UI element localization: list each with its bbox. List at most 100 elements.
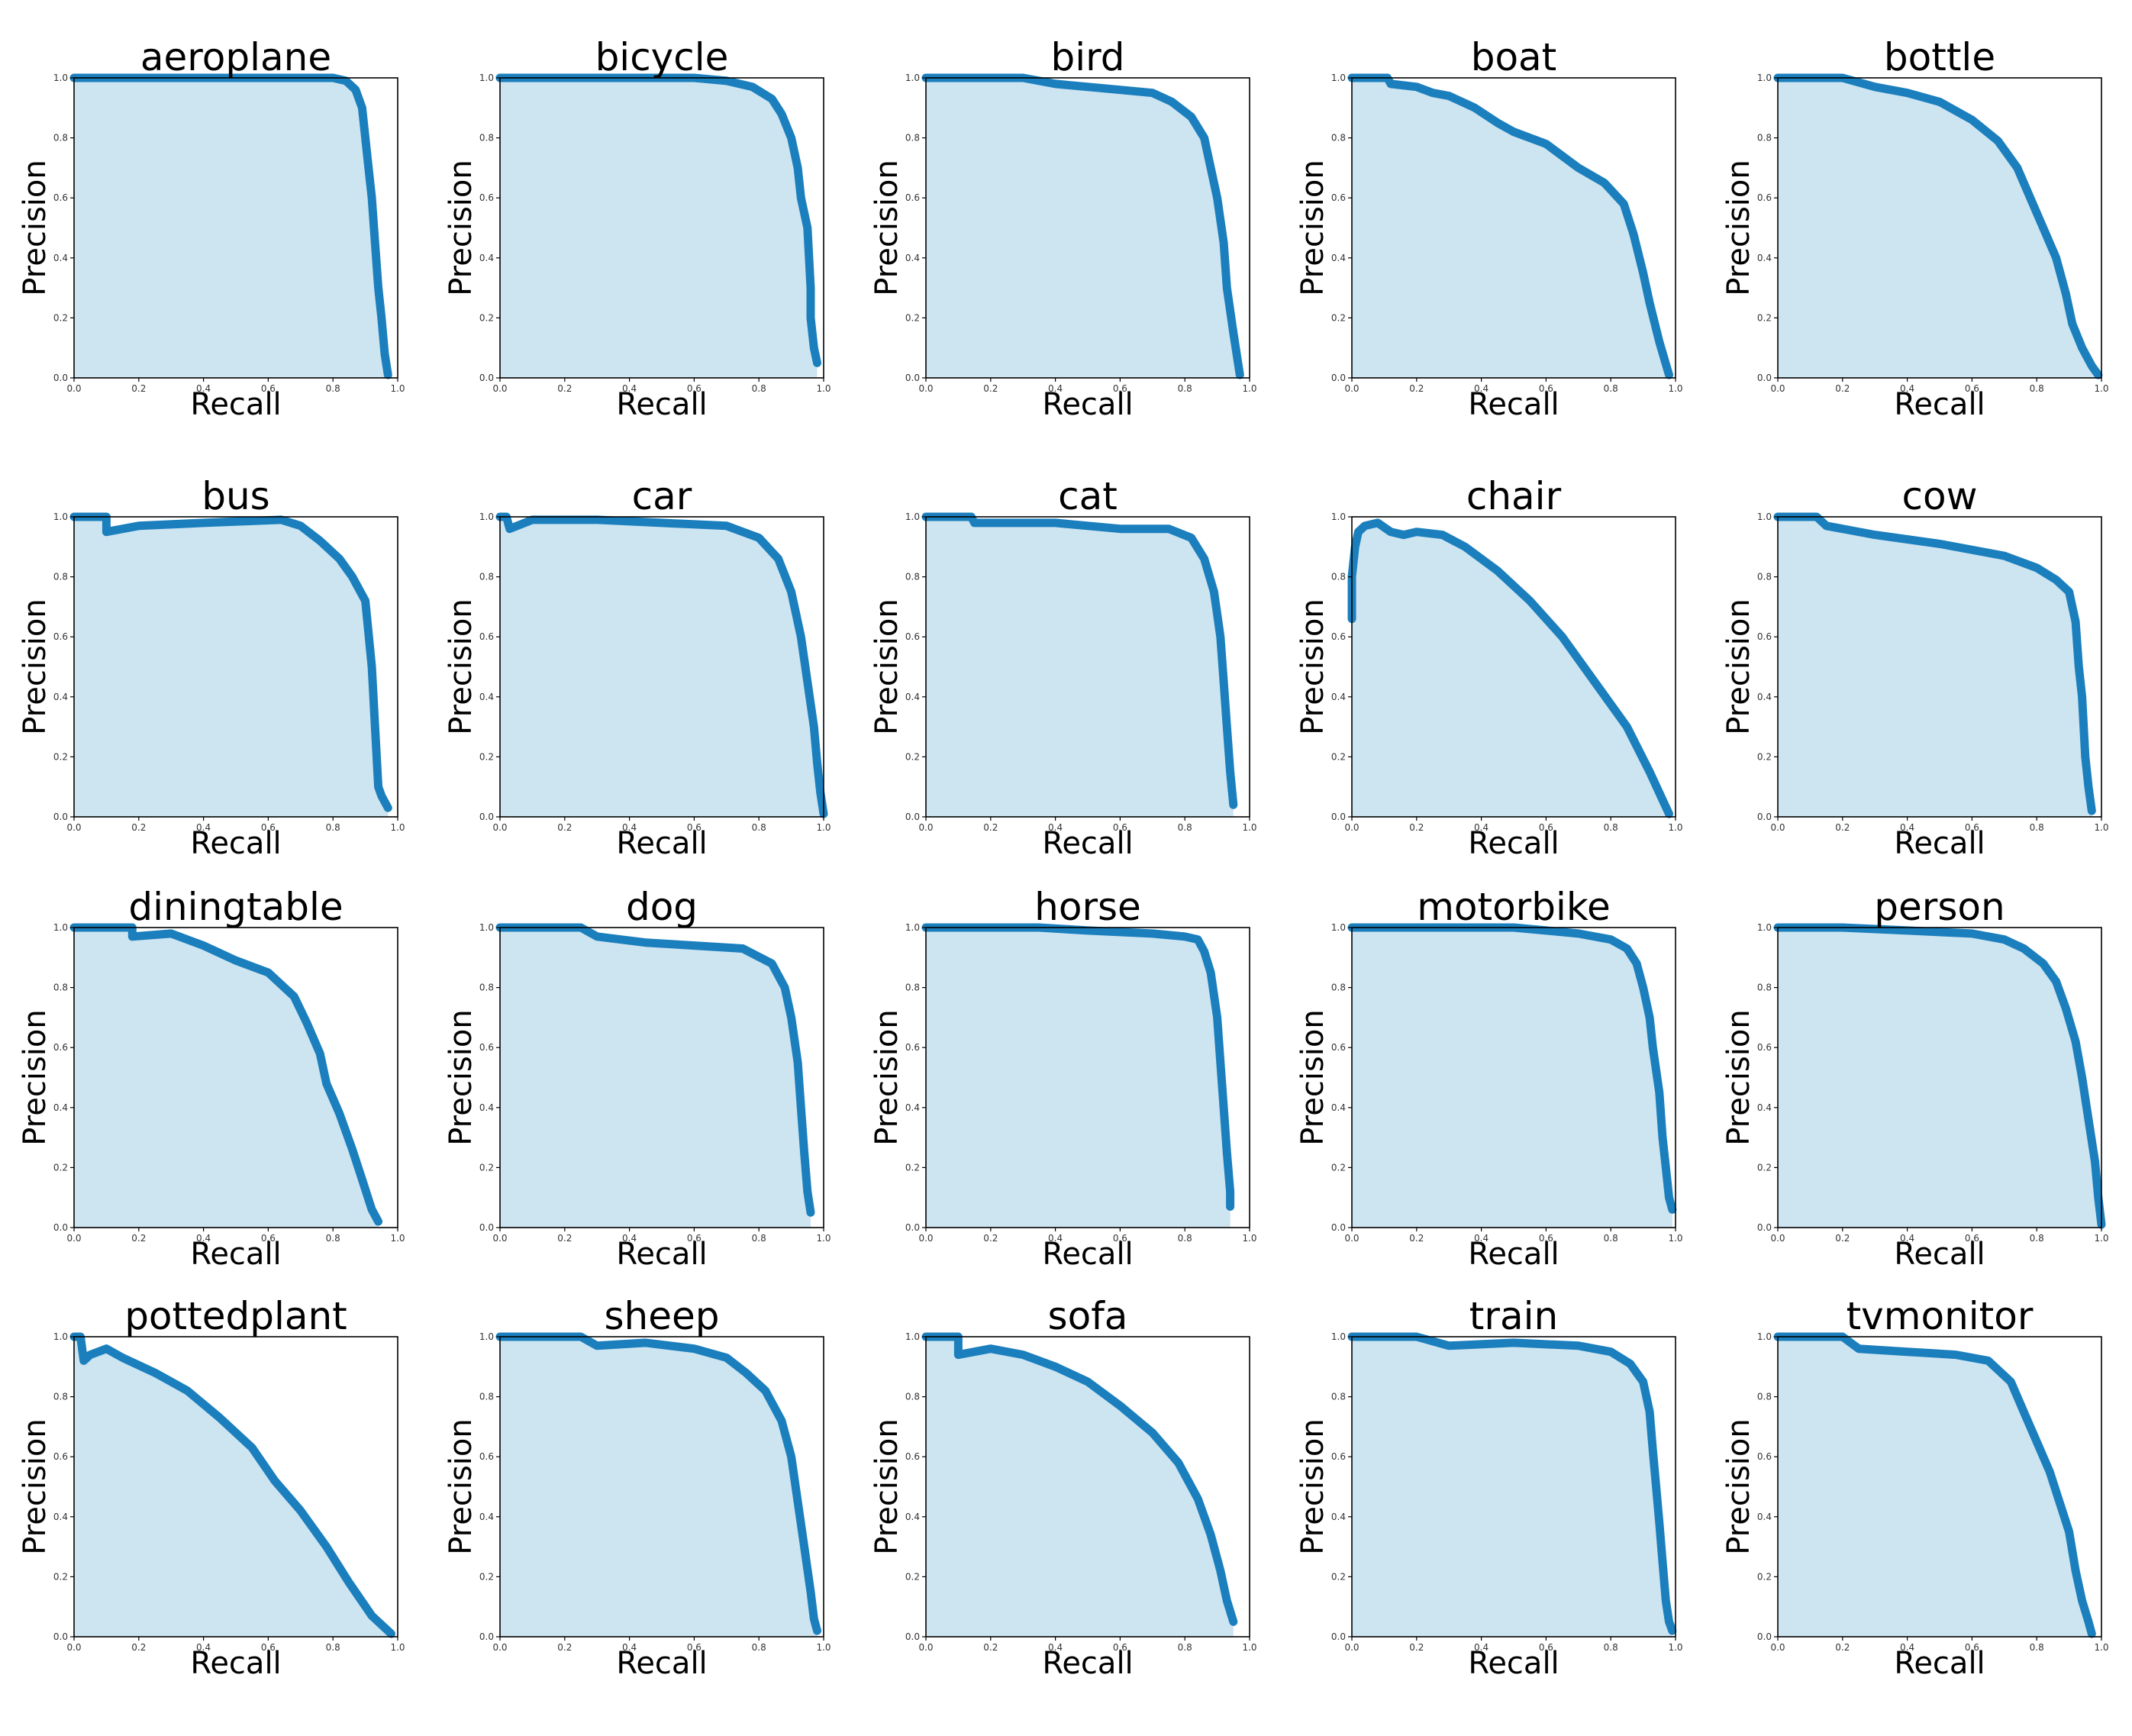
- x-axis-label: Recall: [1894, 826, 1985, 861]
- subplot-sofa: 0.0 0.2 0.4 0.6 0.8 1.0 0.0 0.2 0.4 0.6 0.8 1.0 sofa…: [869, 1294, 1257, 1681]
- y-axis-label: Precision: [443, 1009, 479, 1145]
- x-tick-label: 0.0: [1344, 1642, 1359, 1653]
- y-tick-label: 1.0: [1331, 511, 1346, 522]
- subplot-boat: 0.0 0.2 0.4 0.6 0.8 1.0 0.0 0.2 0.4 0.6 0.8 1.0 boat…: [1295, 35, 1683, 422]
- y-tick-label: 0.0: [479, 812, 494, 822]
- x-tick-label: 0.0: [1344, 822, 1359, 833]
- y-tick-label: 0.4: [479, 1512, 494, 1522]
- pr-area-bird: [926, 78, 1240, 378]
- y-axis-label: Precision: [1721, 160, 1756, 295]
- x-tick-label: 0.4: [622, 1233, 637, 1244]
- y-tick-label: 0.6: [53, 192, 68, 203]
- x-tick-label: 0.2: [1835, 1233, 1850, 1244]
- x-tick-label: 0.4: [1900, 822, 1914, 833]
- x-tick-label: 0.2: [1409, 1642, 1424, 1653]
- x-tick-label: 0.8: [1178, 1642, 1192, 1653]
- pr-area-sofa: [926, 1337, 1234, 1637]
- y-tick-label: 0.8: [479, 572, 494, 582]
- x-tick-label: 0.4: [1048, 822, 1063, 833]
- x-tick-label: 0.4: [1048, 1233, 1063, 1244]
- y-tick-label: 0.4: [1757, 692, 1772, 702]
- y-tick-label: 0.6: [1331, 1451, 1346, 1462]
- pr-area-aeroplane: [74, 78, 389, 378]
- pr-curve-sofa: [921, 1332, 1238, 1626]
- x-tick-label: 0.6: [687, 383, 702, 394]
- subplot-sheep: 0.0 0.2 0.4 0.6 0.8 1.0 0.0 0.2 0.4 0.6 0.8 1.0 shee…: [443, 1294, 831, 1681]
- x-tick-label: 0.4: [1474, 383, 1489, 394]
- axes-frame: [73, 77, 398, 379]
- x-axis-label: Recall: [616, 387, 707, 422]
- x-tick-label: 0.6: [1965, 822, 1979, 833]
- y-tick-label: 0.0: [479, 1222, 494, 1233]
- y-tick-label: 1.0: [53, 922, 68, 933]
- x-axis-label: Recall: [1894, 1646, 1985, 1681]
- axes-frame: [73, 1336, 398, 1638]
- pr-area-horse: [926, 928, 1230, 1228]
- pr-area-motorbike: [1352, 928, 1672, 1228]
- y-tick-label: 0.2: [1757, 751, 1772, 762]
- chart-title: diningtable: [128, 885, 343, 929]
- x-tick-label: 0.4: [1048, 383, 1063, 394]
- y-tick-label: 0.8: [479, 1392, 494, 1402]
- y-tick-label: 0.6: [53, 1451, 68, 1462]
- x-tick-label: 0.4: [196, 1233, 211, 1244]
- pr-area-diningtable: [74, 928, 379, 1228]
- y-axis-label: Precision: [18, 1009, 53, 1145]
- pr-curve-horse: [921, 923, 1235, 1211]
- axes-frame: [499, 1336, 824, 1638]
- y-tick-label: 0.2: [1331, 751, 1346, 762]
- y-tick-label: 0.8: [479, 133, 494, 144]
- y-tick-label: 0.4: [1757, 1102, 1772, 1113]
- pr-curve-boat: [1347, 73, 1673, 379]
- pr-curve-bird: [921, 73, 1244, 379]
- x-tick-label: 0.2: [557, 822, 572, 833]
- y-axis-label: Precision: [443, 599, 479, 734]
- x-axis-label: Recall: [1468, 826, 1559, 861]
- y-tick-label: 0.4: [1331, 1512, 1346, 1522]
- x-tick-label: 0.4: [196, 1642, 211, 1653]
- x-tick-label: 0.6: [1113, 383, 1127, 394]
- y-tick-label: 0.2: [905, 1162, 920, 1173]
- x-tick-label: 0.8: [326, 1642, 340, 1653]
- y-tick-label: 0.4: [1331, 1102, 1346, 1113]
- y-tick-label: 0.2: [53, 1162, 68, 1173]
- y-tick-label: 0.6: [1331, 631, 1346, 642]
- subplot-train: 0.0 0.2 0.4 0.6 0.8 1.0 0.0 0.2 0.4 0.6 0.8 1.0 trai…: [1295, 1294, 1683, 1681]
- x-axis-label: Recall: [616, 1237, 707, 1272]
- y-tick-label: 0.4: [479, 253, 494, 263]
- y-tick-label: 0.6: [905, 192, 920, 203]
- y-tick-label: 1.0: [479, 511, 494, 522]
- x-tick-label: 0.0: [1770, 1642, 1785, 1653]
- axes-frame: [499, 77, 824, 379]
- x-tick-label: 0.6: [1113, 822, 1127, 833]
- pr-curve-cat: [921, 512, 1238, 809]
- y-tick-label: 0.4: [1331, 253, 1346, 263]
- y-tick-label: 0.2: [479, 1571, 494, 1582]
- chart-title: dog: [626, 885, 698, 929]
- y-tick-label: 0.2: [905, 1571, 920, 1582]
- x-tick-label: 1.0: [390, 1233, 405, 1244]
- x-tick-label: 0.2: [131, 383, 146, 394]
- x-tick-label: 0.2: [983, 1642, 998, 1653]
- y-tick-label: 0.4: [905, 1512, 920, 1522]
- x-tick-label: 0.8: [1604, 1642, 1618, 1653]
- y-axis-label: Precision: [1721, 599, 1756, 734]
- pr-curve-car: [495, 512, 828, 818]
- x-tick-label: 0.2: [1835, 822, 1850, 833]
- y-tick-label: 0.6: [479, 1042, 494, 1053]
- pr-curve-bicycle: [495, 73, 821, 367]
- y-tick-label: 1.0: [479, 922, 494, 933]
- y-tick-label: 0.8: [479, 983, 494, 993]
- x-tick-label: 0.0: [492, 1233, 507, 1244]
- y-axis-label: Precision: [1721, 1009, 1756, 1145]
- chart-title: aeroplane: [140, 35, 331, 79]
- axes-frame: [1351, 927, 1676, 1228]
- y-tick-label: 1.0: [479, 1331, 494, 1342]
- y-tick-label: 0.4: [905, 253, 920, 263]
- pr-area-cat: [926, 517, 1234, 817]
- subplot-horse: 0.0 0.2 0.4 0.6 0.8 1.0 0.0 0.2 0.4 0.6 0.8 1.0 hors…: [869, 885, 1257, 1272]
- x-axis-label: Recall: [616, 826, 707, 861]
- axes-frame: [1351, 1336, 1676, 1638]
- y-axis-label: Precision: [1721, 1418, 1756, 1554]
- subplot-person: 0.0 0.2 0.4 0.6 0.8 1.0 0.0 0.2 0.4 0.6 0.8 1.0 pers…: [1721, 885, 2109, 1272]
